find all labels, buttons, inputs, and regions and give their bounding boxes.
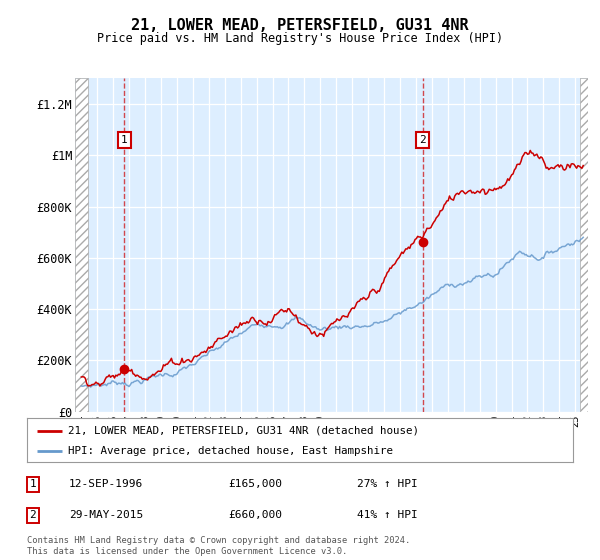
Text: 21, LOWER MEAD, PETERSFIELD, GU31 4NR: 21, LOWER MEAD, PETERSFIELD, GU31 4NR xyxy=(131,18,469,33)
Text: £165,000: £165,000 xyxy=(228,479,282,489)
Text: 2: 2 xyxy=(419,135,426,145)
Text: 41% ↑ HPI: 41% ↑ HPI xyxy=(357,510,418,520)
Text: 21, LOWER MEAD, PETERSFIELD, GU31 4NR (detached house): 21, LOWER MEAD, PETERSFIELD, GU31 4NR (d… xyxy=(68,426,419,436)
Text: 12-SEP-1996: 12-SEP-1996 xyxy=(69,479,143,489)
Text: 27% ↑ HPI: 27% ↑ HPI xyxy=(357,479,418,489)
Text: HPI: Average price, detached house, East Hampshire: HPI: Average price, detached house, East… xyxy=(68,446,393,456)
Text: 1: 1 xyxy=(29,479,37,489)
Text: Price paid vs. HM Land Registry's House Price Index (HPI): Price paid vs. HM Land Registry's House … xyxy=(97,32,503,45)
Text: 29-MAY-2015: 29-MAY-2015 xyxy=(69,510,143,520)
Text: 2: 2 xyxy=(29,510,37,520)
Text: Contains HM Land Registry data © Crown copyright and database right 2024.
This d: Contains HM Land Registry data © Crown c… xyxy=(27,536,410,556)
Text: £660,000: £660,000 xyxy=(228,510,282,520)
Text: 1: 1 xyxy=(121,135,128,145)
